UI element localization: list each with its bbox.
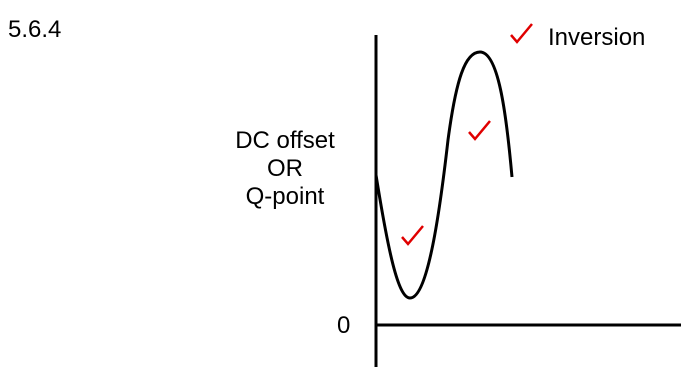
- inversion-label: Inversion: [548, 24, 646, 51]
- question-number: 5.6.4: [8, 16, 62, 43]
- checkmark-icon: [401, 225, 424, 246]
- checkmark-icon: [510, 23, 533, 44]
- q-point-text: Q-point: [245, 183, 325, 210]
- zero-label: 0: [337, 312, 351, 339]
- dc-offset-label: DC offset OR Q-point: [205, 127, 365, 211]
- waveform-curve: [374, 50, 514, 300]
- dc-offset-text: DC offset: [235, 127, 335, 154]
- or-text: OR: [267, 155, 303, 182]
- checkmark-icon: [468, 120, 491, 141]
